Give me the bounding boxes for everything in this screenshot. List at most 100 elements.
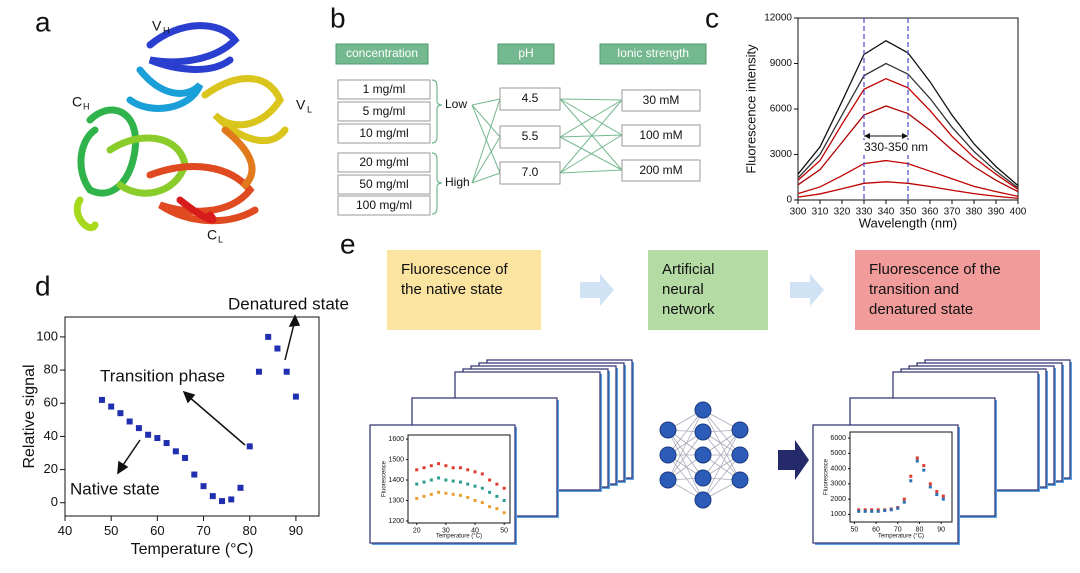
y-axis-label: Fluorescence xyxy=(382,460,388,497)
x-tick-label: 340 xyxy=(878,207,895,218)
data-point xyxy=(480,501,484,505)
data-point xyxy=(444,478,448,482)
data-point xyxy=(415,496,419,500)
data-point xyxy=(191,471,198,478)
option-box xyxy=(337,152,431,173)
workflow-label: Fluorescence of xyxy=(401,261,509,278)
nn-node xyxy=(694,446,712,464)
spectrum-line xyxy=(797,105,1019,193)
workflow-label: Artificial xyxy=(662,261,715,278)
nn-edge xyxy=(702,429,741,501)
workflow-label: transition and xyxy=(869,281,959,298)
y-tick-label: 4000 xyxy=(830,465,846,472)
nn-node xyxy=(659,471,677,489)
page xyxy=(812,424,959,544)
nn-edge xyxy=(702,454,741,501)
nn-node xyxy=(694,491,712,509)
option-label: 200 mM xyxy=(639,163,682,177)
domain-label: C xyxy=(72,94,82,110)
data-point xyxy=(274,345,281,352)
link xyxy=(471,98,501,184)
nn-node xyxy=(731,446,749,464)
arrowhead xyxy=(117,460,129,475)
option-label: 100 mg/ml xyxy=(356,198,412,212)
option-label: 10 mg/ml xyxy=(359,126,408,140)
x-tick-label: 40 xyxy=(58,523,72,538)
data-point xyxy=(228,496,235,503)
data-point xyxy=(928,482,932,486)
spectrum-line xyxy=(797,77,1019,190)
y-tick-label: 2000 xyxy=(830,496,846,503)
link xyxy=(559,169,623,174)
data-point xyxy=(928,485,932,489)
header-box xyxy=(497,43,555,65)
data-point xyxy=(429,478,433,482)
nn-edge xyxy=(667,431,704,481)
option-label: 100 mM xyxy=(639,128,682,142)
nn-edge xyxy=(702,431,741,481)
y-tick-label: 20 xyxy=(44,461,58,476)
y-tick-label: 1000 xyxy=(830,511,846,518)
panel-label: e xyxy=(340,228,356,259)
data-point xyxy=(922,464,926,468)
data-point xyxy=(246,443,253,450)
data-point xyxy=(429,492,433,496)
ribbon xyxy=(221,126,256,189)
data-point xyxy=(437,462,441,466)
data-point xyxy=(444,491,448,495)
x-tick-label: 70 xyxy=(196,523,210,538)
y-tick-label: 100 xyxy=(36,328,58,343)
workflow-label: Fluorescence of the xyxy=(869,261,1001,278)
x-tick-label: 380 xyxy=(966,207,983,218)
data-point xyxy=(429,464,433,468)
data-point xyxy=(935,489,939,493)
data-point xyxy=(444,464,448,468)
domain-label-sub: H xyxy=(83,101,90,111)
data-point xyxy=(473,470,477,474)
annotation: 330-350 nm xyxy=(864,140,928,154)
data-point xyxy=(495,482,499,486)
option-box xyxy=(337,101,431,122)
domain-label-sub: L xyxy=(307,104,312,114)
nn-node xyxy=(731,471,749,489)
data-point xyxy=(876,508,880,512)
nn-node xyxy=(694,423,712,441)
bracket xyxy=(431,152,443,215)
data-point xyxy=(437,490,441,494)
y-axis-label: Fluorescence xyxy=(824,458,830,495)
x-tick-label: 80 xyxy=(916,526,924,533)
link xyxy=(559,98,623,171)
nn-edge xyxy=(667,409,704,481)
option-box xyxy=(621,89,701,112)
option-box xyxy=(499,125,561,149)
data-point xyxy=(502,511,506,515)
y-tick-label: 1400 xyxy=(388,477,404,484)
data-point xyxy=(437,476,441,480)
workflow-label: the native state xyxy=(401,281,503,298)
option-label: 5 mg/ml xyxy=(363,104,406,118)
link xyxy=(559,99,623,174)
workflow-label: neural xyxy=(662,281,704,298)
link xyxy=(559,99,623,138)
data-point xyxy=(473,484,477,488)
data-point xyxy=(495,494,499,498)
data-point xyxy=(466,495,470,499)
x-tick-label: 320 xyxy=(834,207,851,218)
data-point xyxy=(863,509,867,513)
x-tick-label: 60 xyxy=(872,526,880,533)
y-tick-label: 1500 xyxy=(388,456,404,463)
data-point xyxy=(415,482,419,486)
data-point xyxy=(422,466,426,470)
panel-label: a xyxy=(35,6,51,37)
data-point xyxy=(458,480,462,484)
y-tick-label: 6000 xyxy=(830,435,846,442)
link xyxy=(559,134,623,174)
y-tick-label: 3000 xyxy=(830,481,846,488)
x-tick-label: 50 xyxy=(850,526,858,533)
link xyxy=(559,98,623,101)
link xyxy=(559,98,623,136)
y-tick-label: 80 xyxy=(44,362,58,377)
domain-label: V xyxy=(296,97,306,113)
option-label: 7.0 xyxy=(522,165,539,179)
